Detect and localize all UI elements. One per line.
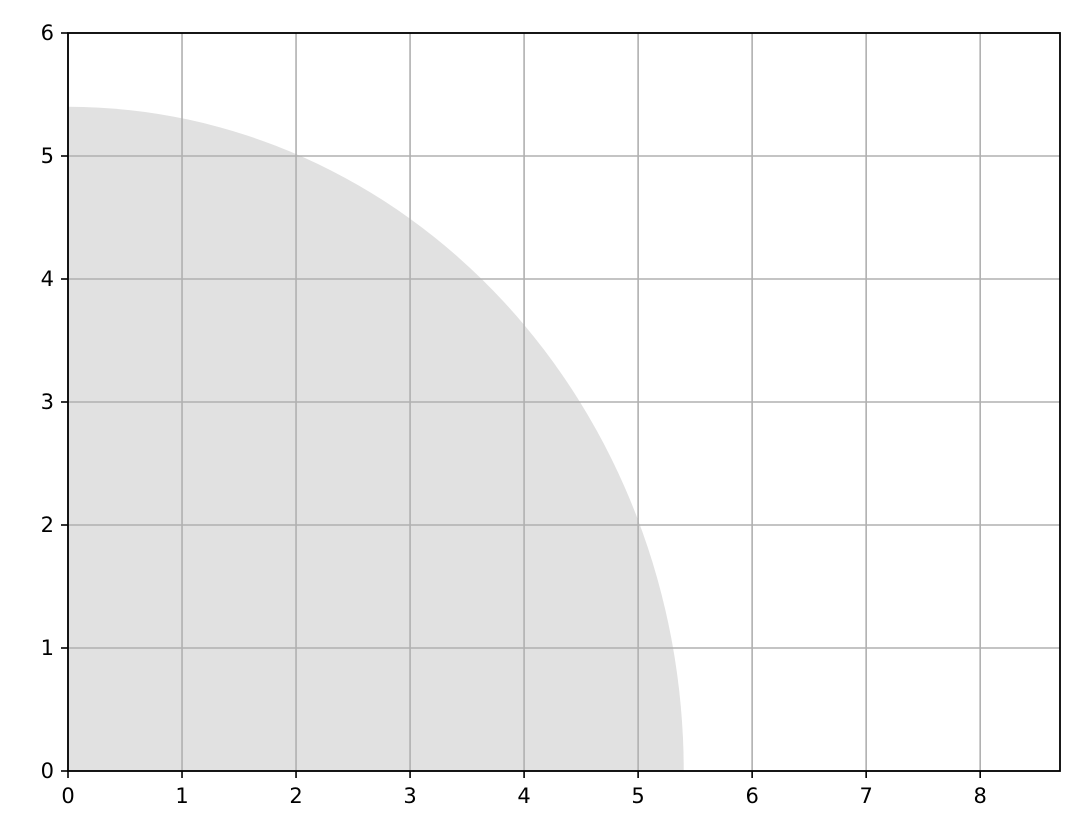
- x-tick-label: 1: [175, 784, 188, 808]
- x-tick-label: 0: [61, 784, 74, 808]
- y-tick-label: 1: [41, 636, 54, 660]
- y-tick-label: 5: [41, 144, 54, 168]
- x-tick-label: 4: [517, 784, 530, 808]
- x-tick-label: 7: [859, 784, 872, 808]
- x-tick-label: 3: [403, 784, 416, 808]
- x-tick-label: 5: [631, 784, 644, 808]
- x-tick-label: 6: [745, 784, 758, 808]
- quarter-circle-region: [68, 106, 684, 772]
- y-tick-label: 6: [41, 21, 54, 45]
- x-tick-label: 2: [289, 784, 302, 808]
- plot-area: 0 1 2 3 4 5 6 7 8 0 1 2 3 4 5 6: [41, 21, 1061, 808]
- x-tick-label: 8: [973, 784, 986, 808]
- y-tick-label: 4: [41, 267, 54, 291]
- y-tick-label: 0: [41, 759, 54, 783]
- y-tick-label: 2: [41, 513, 54, 537]
- y-tick-label: 3: [41, 390, 54, 414]
